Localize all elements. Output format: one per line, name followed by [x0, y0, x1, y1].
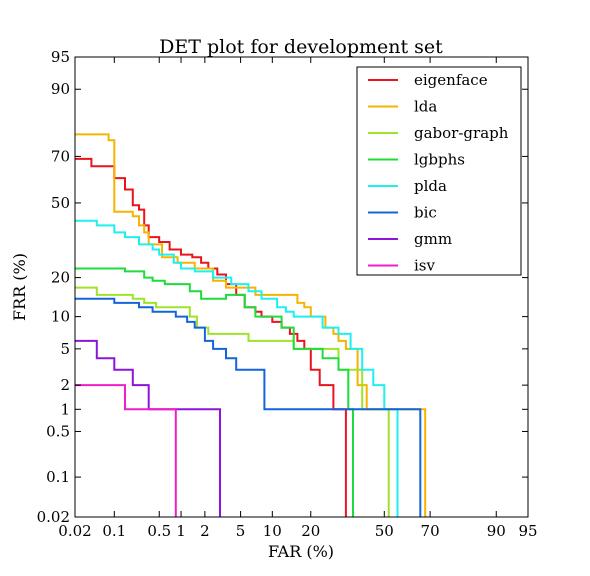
series-line-isv	[75, 384, 177, 517]
legend-label-isv: isv	[414, 257, 435, 275]
x-tick-label: 5	[236, 522, 246, 540]
series-layer	[75, 133, 427, 517]
x-tick-label: 0.1	[102, 522, 126, 540]
y-tick-label: 90	[51, 80, 70, 98]
plot-frame	[74, 56, 529, 518]
x-tick-label: 10	[263, 522, 282, 540]
y-tick-label: 95	[51, 48, 70, 66]
x-tick-label: 2	[200, 522, 210, 540]
x-tick-label: 95	[518, 522, 537, 540]
series-line-lda	[75, 133, 427, 517]
y-tick-label: 2	[60, 376, 70, 394]
y-tick-label: 10	[51, 308, 70, 326]
legend-label-lgbphs: lgbphs	[414, 151, 465, 169]
y-tick-label: 5	[60, 340, 70, 358]
y-tick-label: 0.5	[46, 422, 70, 440]
series-line-eigenface	[75, 157, 347, 517]
y-tick-label: 70	[51, 147, 70, 165]
x-tick-label: 90	[487, 522, 506, 540]
y-tick-label: 1	[60, 400, 70, 418]
legend-label-gabor-graph: gabor-graph	[414, 124, 509, 142]
x-tick-label: 1	[176, 522, 186, 540]
legend-label-bic: bic	[414, 204, 437, 222]
legend-frame	[356, 66, 522, 276]
legend-label-plda: plda	[414, 177, 447, 195]
y-tick-label: 0.02	[37, 508, 70, 526]
ticks-layer: 0.02 0.1 0.5 1 2 5 10 20 50 70 90 950.020.10.512510…	[37, 48, 538, 540]
legend-label-eigenface: eigenface	[414, 71, 488, 89]
y-tick-label: 0.1	[46, 468, 70, 486]
x-tick-label: 20	[301, 522, 320, 540]
series-line-gabor-graph	[75, 286, 390, 517]
chart-title: DET plot for development set	[159, 36, 443, 58]
x-tick-label: 0.02	[58, 522, 91, 540]
legend-label-lda: lda	[414, 98, 437, 116]
series-line-plda	[75, 219, 399, 517]
y-axis-label: FRR (%)	[10, 253, 29, 321]
legend: eigenface lda gabor-graph lgbphs plda bic gmm i…	[356, 66, 522, 276]
x-tick-label: 0.5	[147, 522, 171, 540]
y-tick-label: 50	[51, 194, 70, 212]
series-line-lgbphs	[75, 267, 354, 517]
x-axis-label: FAR (%)	[268, 542, 334, 561]
y-tick-label: 20	[51, 269, 70, 287]
x-tick-label: 50	[375, 522, 394, 540]
series-line-gmm	[75, 339, 221, 517]
legend-label-gmm: gmm	[414, 230, 452, 248]
x-tick-label: 70	[421, 522, 440, 540]
series-line-bic	[75, 297, 422, 517]
